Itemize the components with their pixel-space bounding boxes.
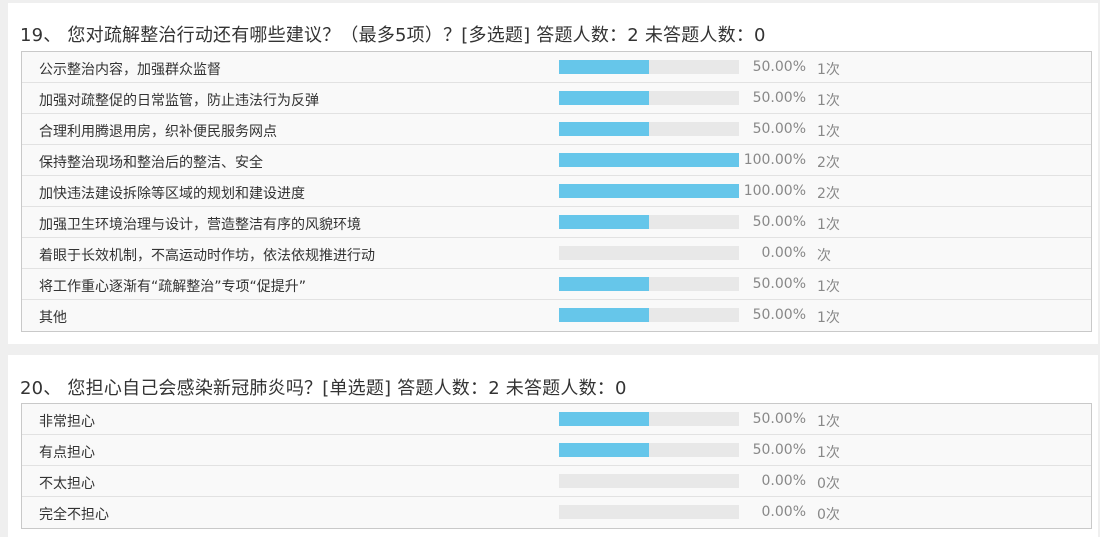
percent-bar-fill xyxy=(559,215,649,229)
percent-bar-track xyxy=(559,184,739,198)
question-20-title: 20、 您担心自己会感染新冠肺炎吗？[单选题] 答题人数：2 未答题人数：0 xyxy=(20,378,627,399)
percent-bar-fill xyxy=(559,443,649,457)
option-count: 1次 xyxy=(817,124,840,140)
percent-bar-track xyxy=(559,505,739,519)
option-count: 0次 xyxy=(817,507,840,523)
option-row: 有点担心 50.00% 1次 xyxy=(22,435,1091,466)
option-count: 1次 xyxy=(817,217,840,233)
option-row: 公示整治内容，加强群众监督 50.00% 1次 xyxy=(22,52,1091,83)
option-label: 有点担心 xyxy=(39,445,95,461)
option-row: 加强卫生环境治理与设计，营造整洁有序的风貌环境 50.00% 1次 xyxy=(22,207,1091,238)
option-percent: 100.00% xyxy=(743,152,806,168)
option-percent: 50.00% xyxy=(752,411,806,427)
percent-bar-track xyxy=(559,474,739,488)
option-percent: 50.00% xyxy=(752,90,806,106)
percent-bar-fill xyxy=(559,277,649,291)
percent-bar-fill xyxy=(559,60,649,74)
option-count: 1次 xyxy=(817,414,840,430)
percent-bar-track xyxy=(559,277,739,291)
option-label: 加快违法建设拆除等区域的规划和建设进度 xyxy=(39,186,305,202)
question-20-results-table: 非常担心 50.00% 1次 有点担心 50.00% 1次 不太担心 0.00% 0次 完全不担心… xyxy=(21,403,1092,529)
option-percent: 50.00% xyxy=(752,276,806,292)
option-percent: 50.00% xyxy=(752,442,806,458)
option-label: 着眼于长效机制，不高运动时作坊，依法依规推进行动 xyxy=(39,248,375,264)
option-count: 2次 xyxy=(817,186,840,202)
question-19-results-table: 公示整治内容，加强群众监督 50.00% 1次 加强对疏整促的日常监管，防止违法行为反… xyxy=(21,51,1092,332)
option-label: 不太担心 xyxy=(39,476,95,492)
option-row: 将工作重心逐渐有“疏解整治”专项“促提升” 50.00% 1次 xyxy=(22,269,1091,300)
option-row: 非常担心 50.00% 1次 xyxy=(22,404,1091,435)
option-row: 保持整治现场和整治后的整洁、安全 100.00% 2次 xyxy=(22,145,1091,176)
option-row: 加强对疏整促的日常监管，防止违法行为反弹 50.00% 1次 xyxy=(22,83,1091,114)
option-count: 1次 xyxy=(817,279,840,295)
option-percent: 0.00% xyxy=(761,473,806,489)
option-percent: 50.00% xyxy=(752,121,806,137)
option-percent: 50.00% xyxy=(752,307,806,323)
question-19-card: 19、 您对疏解整治行动还有哪些建议？（最多5项）？[多选题] 答题人数：2 未… xyxy=(8,3,1098,344)
percent-bar-fill xyxy=(559,412,649,426)
option-percent: 100.00% xyxy=(743,183,806,199)
option-count: 0次 xyxy=(817,476,840,492)
percent-bar-fill xyxy=(559,308,649,322)
percent-bar-fill xyxy=(559,122,649,136)
option-row: 完全不担心 0.00% 0次 xyxy=(22,497,1091,528)
option-count: 1次 xyxy=(817,62,840,78)
percent-bar-track xyxy=(559,246,739,260)
question-19-title: 19、 您对疏解整治行动还有哪些建议？（最多5项）？[多选题] 答题人数：2 未… xyxy=(20,25,766,46)
option-count: 1次 xyxy=(817,445,840,461)
option-count: 次 xyxy=(817,248,831,264)
option-percent: 50.00% xyxy=(752,59,806,75)
option-label: 完全不担心 xyxy=(39,507,109,523)
option-label: 加强卫生环境治理与设计，营造整洁有序的风貌环境 xyxy=(39,217,361,233)
percent-bar-track xyxy=(559,215,739,229)
question-20-card: 20、 您担心自己会感染新冠肺炎吗？[单选题] 答题人数：2 未答题人数：0 非… xyxy=(8,355,1098,537)
percent-bar-track xyxy=(559,153,739,167)
option-percent: 50.00% xyxy=(752,214,806,230)
option-label: 其他 xyxy=(39,310,67,326)
option-percent: 0.00% xyxy=(761,504,806,520)
percent-bar-fill xyxy=(559,184,739,198)
option-row: 合理利用腾退用房，织补便民服务网点 50.00% 1次 xyxy=(22,114,1091,145)
percent-bar-fill xyxy=(559,153,739,167)
option-row: 其他 50.00% 1次 xyxy=(22,300,1091,331)
percent-bar-track xyxy=(559,308,739,322)
percent-bar-track xyxy=(559,443,739,457)
option-count: 1次 xyxy=(817,93,840,109)
option-label: 公示整治内容，加强群众监督 xyxy=(39,62,221,78)
option-label: 非常担心 xyxy=(39,414,95,430)
option-count: 2次 xyxy=(817,155,840,171)
percent-bar-fill xyxy=(559,91,649,105)
option-label: 将工作重心逐渐有“疏解整治”专项“促提升” xyxy=(39,279,307,295)
option-row: 不太担心 0.00% 0次 xyxy=(22,466,1091,497)
percent-bar-track xyxy=(559,91,739,105)
percent-bar-track xyxy=(559,122,739,136)
option-percent: 0.00% xyxy=(761,245,806,261)
option-label: 保持整治现场和整治后的整洁、安全 xyxy=(39,155,263,171)
option-label: 合理利用腾退用房，织补便民服务网点 xyxy=(39,124,277,140)
option-label: 加强对疏整促的日常监管，防止违法行为反弹 xyxy=(39,93,319,109)
option-row: 加快违法建设拆除等区域的规划和建设进度 100.00% 2次 xyxy=(22,176,1091,207)
percent-bar-track xyxy=(559,60,739,74)
option-count: 1次 xyxy=(817,310,840,326)
percent-bar-track xyxy=(559,412,739,426)
option-row: 着眼于长效机制，不高运动时作坊，依法依规推进行动 0.00% 次 xyxy=(22,238,1091,269)
